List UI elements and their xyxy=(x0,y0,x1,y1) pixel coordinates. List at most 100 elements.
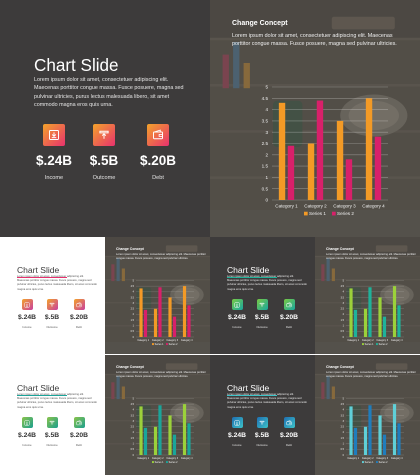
title-underline xyxy=(17,277,67,278)
upload-icon xyxy=(49,302,55,307)
slide-thumbnail[interactable]: Chart Slide Lorem ipsum dolor sit amet, … xyxy=(210,355,420,475)
bar-series-1 xyxy=(349,288,353,337)
stat-amount: $.5B xyxy=(44,313,60,321)
slide-thumbnail[interactable]: Chart Slide Lorem ipsum dolor sit amet, … xyxy=(210,237,420,354)
y-tick-label: 1.5 xyxy=(341,319,345,322)
bar-series-2 xyxy=(172,434,177,455)
x-tick-label: Category 4 xyxy=(181,339,193,342)
legend-label: Series 2 xyxy=(337,211,354,216)
stat-label: Income xyxy=(44,175,64,181)
slide-thumbnail[interactable]: Chart Slide Lorem ipsum dolor sit amet, … xyxy=(0,0,420,237)
photo-overlay xyxy=(105,355,210,475)
x-tick-label: Category 2 xyxy=(362,339,374,342)
stat-amount: $.24B xyxy=(17,431,36,439)
download-icon-tile xyxy=(43,124,65,146)
y-tick-label: 3.5 xyxy=(341,296,345,299)
x-tick-label: Category 1 xyxy=(275,203,298,208)
upload-icon-tile xyxy=(46,299,58,310)
x-tick-label: Category 3 xyxy=(166,457,178,460)
bar-series-2 xyxy=(143,309,148,337)
y-tick-label: 4.5 xyxy=(131,285,135,288)
legend-swatch xyxy=(166,343,168,346)
download-icon xyxy=(234,302,240,307)
download-icon-tile xyxy=(21,417,33,428)
bar-series-1 xyxy=(365,98,373,200)
slide-body-text: Lorem ipsum dolor sit amet, consectetuer… xyxy=(34,77,184,109)
stat-amount: $.20B xyxy=(69,313,88,321)
y-tick-label: 1 xyxy=(343,325,345,328)
wallet-icon-tile xyxy=(283,417,295,428)
y-tick-label: 0.5 xyxy=(341,330,345,333)
y-tick-label: 5 xyxy=(265,85,268,90)
legend-swatch xyxy=(362,461,364,464)
stat-label: Income xyxy=(232,442,242,447)
wallet-icon xyxy=(153,129,163,140)
legend-label: Series 1 xyxy=(155,461,164,464)
bar-series-2 xyxy=(374,136,382,200)
wallet-icon-tile xyxy=(147,124,169,146)
slide-body-text: Lorem ipsum dolor sit amet, consectetuer… xyxy=(17,393,97,409)
slide-thumbnail[interactable]: Chart Slide Lorem ipsum dolor sit amet, … xyxy=(0,237,210,354)
chart-description: Lorem ipsum dolor sit amet, consectetuer… xyxy=(326,371,416,379)
stat-amount: $.5B xyxy=(254,313,270,321)
bar-series-2 xyxy=(143,427,148,455)
y-tick-label: 4 xyxy=(343,291,345,294)
y-tick-label: 4.5 xyxy=(341,403,345,406)
bar-series-1 xyxy=(349,406,353,455)
wallet-icon xyxy=(286,419,292,425)
chart-heading: Change Concept xyxy=(326,365,354,369)
bar-series-2 xyxy=(345,159,353,200)
slide-thumbnail[interactable]: Chart Slide Lorem ipsum dolor sit amet, … xyxy=(0,355,210,475)
y-tick-label: 3 xyxy=(133,420,135,423)
legend-label: Series 2 xyxy=(379,343,388,346)
stat-label: Debt xyxy=(152,175,164,181)
y-tick-label: 0.5 xyxy=(341,448,345,451)
title-underline xyxy=(227,395,277,396)
bar-series-1 xyxy=(168,297,172,337)
chart-heading: Change Concept xyxy=(116,365,144,369)
bar-series-2 xyxy=(382,434,387,455)
photo-overlay xyxy=(315,355,420,475)
y-tick-label: 1.5 xyxy=(262,164,269,169)
x-tick-label: Category 4 xyxy=(391,339,403,342)
slide-title: Chart Slide xyxy=(227,383,270,393)
bar-series-2 xyxy=(287,145,295,200)
y-tick-label: 1 xyxy=(133,325,135,328)
bar-series-2 xyxy=(397,423,401,455)
y-tick-label: 3.5 xyxy=(341,414,345,417)
legend-swatch xyxy=(376,461,378,464)
y-tick-label: 2 xyxy=(343,313,345,316)
x-tick-label: Category 4 xyxy=(362,203,385,208)
y-tick-label: 4.5 xyxy=(131,403,135,406)
download-icon-tile xyxy=(231,417,243,428)
chart-description: Lorem ipsum dolor sit amet, consectetuer… xyxy=(232,33,397,48)
wallet-icon-tile xyxy=(73,417,85,428)
wallet-icon-tile xyxy=(73,299,85,310)
download-icon xyxy=(24,302,30,307)
chart-description: Lorem ipsum dolor sit amet, consectetuer… xyxy=(116,253,206,261)
y-tick-label: 3.5 xyxy=(131,414,135,417)
y-tick-label: 2.5 xyxy=(341,308,345,311)
download-icon xyxy=(49,130,59,140)
legend-swatch xyxy=(166,461,168,464)
bar-series-2 xyxy=(353,427,358,455)
upload-icon-tile xyxy=(256,299,268,310)
bar-series-1 xyxy=(363,308,368,337)
slide-chart-panel: Change Concept Lorem ipsum dolor sit ame… xyxy=(315,355,420,475)
y-tick-label: 2 xyxy=(265,152,268,157)
y-tick-label: 1.5 xyxy=(341,437,345,440)
chart-heading: Change Concept xyxy=(232,20,288,27)
legend-swatch xyxy=(152,343,154,346)
stat-label: Debt xyxy=(76,442,82,447)
bar-series-2 xyxy=(353,309,358,337)
stat-amount: $.20B xyxy=(139,153,177,168)
wallet-icon xyxy=(76,301,82,307)
slide-title: Chart Slide xyxy=(34,56,119,75)
bar-series-1 xyxy=(139,406,143,455)
slide-chart-panel: Change Concept Lorem ipsum dolor sit ame… xyxy=(315,237,420,354)
y-tick-label: 5 xyxy=(133,397,135,400)
slide-title: Chart Slide xyxy=(17,383,60,393)
y-tick-label: 0 xyxy=(343,336,345,339)
stat-label: Debt xyxy=(286,442,292,447)
